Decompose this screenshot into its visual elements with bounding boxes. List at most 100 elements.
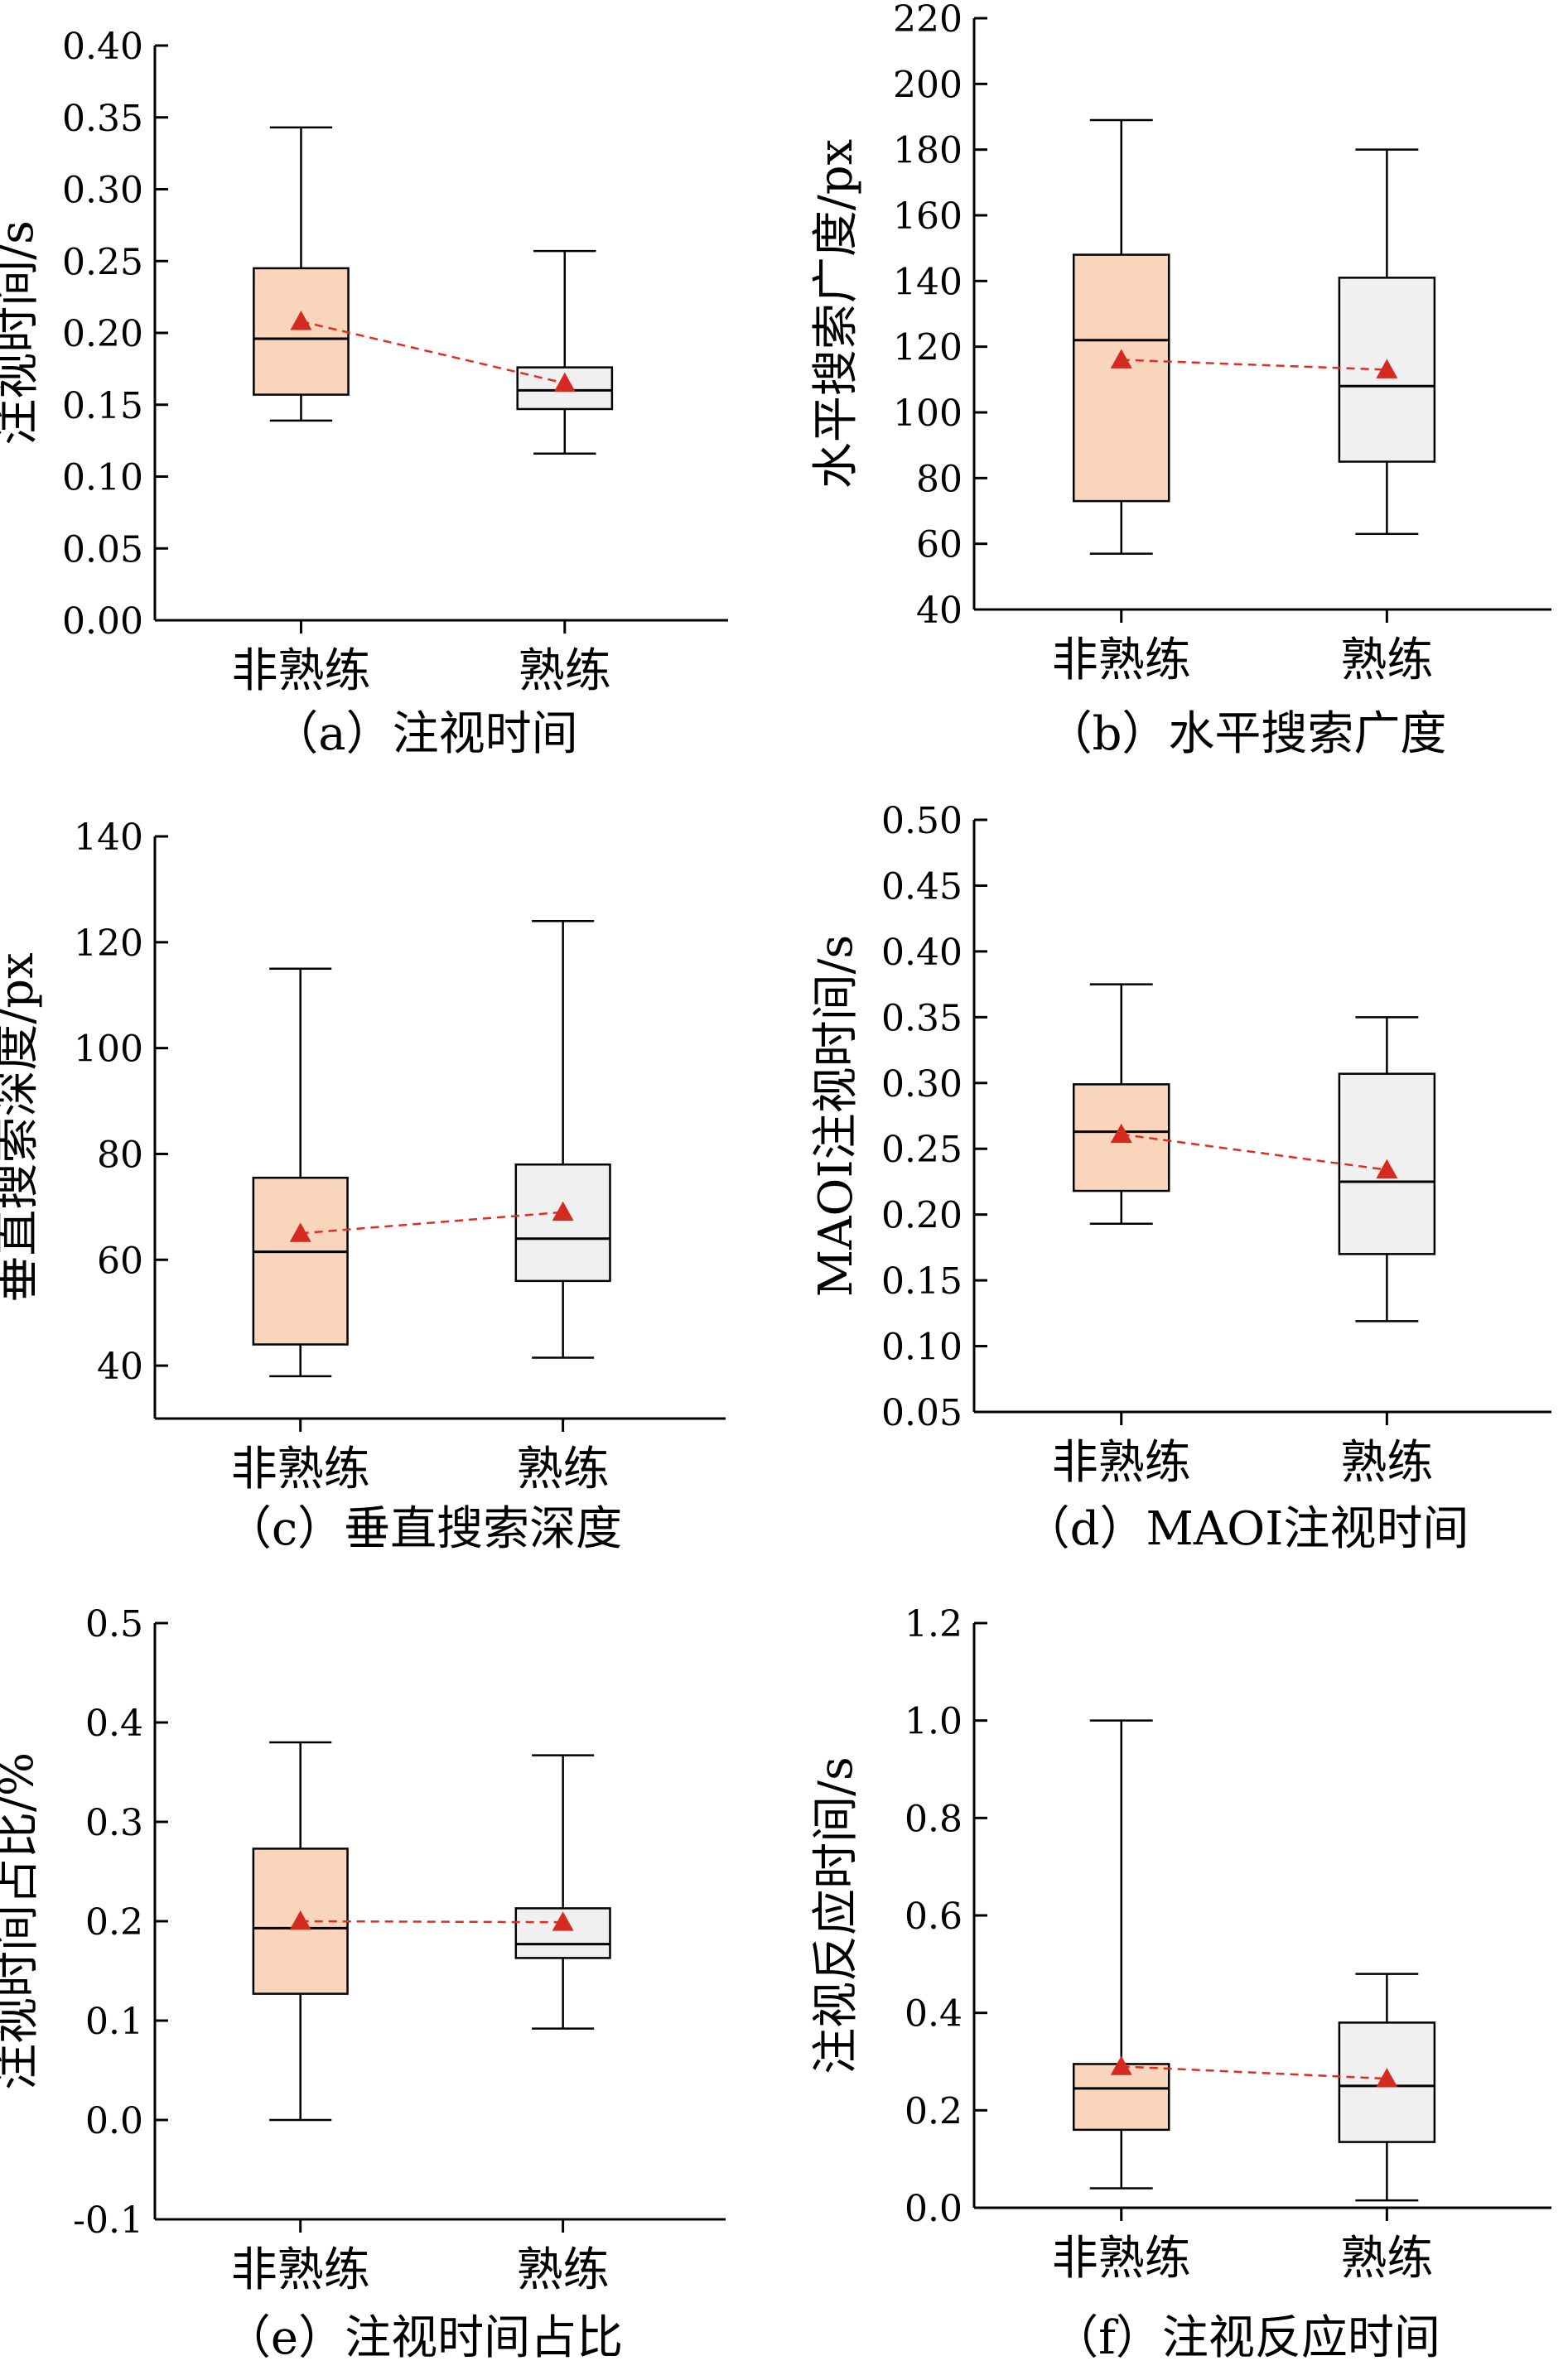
chart-panel-a: 0.00 0.05 0.10 0.15 0.20 0.25 0.30 0.35 0.40 非熟练 熟… [0, 26, 728, 761]
y-tick-label: 200 [893, 64, 963, 106]
x-tick-label: 熟练 [1340, 1436, 1433, 1490]
box-nonskilled [1072, 1719, 1170, 2190]
panel-caption: （d）MAOI注视时间 [1024, 1502, 1469, 1556]
y-tick-label: 220 [893, 0, 963, 41]
y-axis-label: 注视反应时间/s [809, 1756, 863, 2074]
mean-connector-line [1121, 1133, 1387, 1171]
box-iqr [253, 267, 350, 396]
mean-connector-line [1121, 359, 1387, 371]
y-axis-label: 注视时间/s [0, 220, 44, 446]
box-nonskilled [252, 1741, 349, 2122]
chart-panel-e: -0.1 0.0 0.1 0.2 0.3 0.4 0.5 非熟练 熟练 注视时间占比/% （e）注视… [0, 1603, 726, 2365]
y-tick-label: 0.40 [62, 26, 143, 68]
x-tick-label: 非熟练 [231, 2243, 370, 2297]
y-tick-label: 0.25 [62, 241, 143, 283]
y-tick-label: 0.15 [881, 1260, 963, 1303]
mean-marker [289, 1910, 311, 1930]
y-tick-label: 0.40 [881, 932, 963, 974]
y-tick-label: 0.0 [905, 2188, 963, 2230]
y-axis-label: MAOI注视时间/s [809, 935, 863, 1297]
y-tick-label: 160 [893, 195, 963, 238]
chart-panel-d: 0.05 0.10 0.15 0.20 0.25 0.30 0.35 0.40 0.45 0.50… [809, 800, 1551, 1556]
y-tick-label: 100 [893, 393, 963, 435]
y-tick-label: 1.0 [905, 1701, 963, 1743]
panel-caption: （b）水平搜索广度 [1046, 707, 1447, 761]
box-skilled [514, 920, 611, 1359]
box-iqr [1072, 253, 1170, 503]
y-tick-label: -0.1 [73, 2199, 143, 2242]
y-tick-label: 140 [893, 261, 963, 303]
x-tick-label: 非熟练 [1052, 634, 1191, 687]
y-tick-label: 0.35 [881, 997, 963, 1039]
y-tick-label: 0.6 [905, 1896, 963, 1938]
y-tick-label: 0.0 [85, 2100, 143, 2142]
box-skilled [514, 1754, 611, 2030]
x-tick-label: 熟练 [519, 644, 611, 698]
y-tick-label: 0.5 [85, 1603, 143, 1645]
chart-panel-f: 0.0 0.2 0.4 0.6 0.8 1.0 1.2 非熟练 熟练 注视反应时间/s （f）注视反… [809, 1603, 1551, 2365]
y-tick-label: 0.2 [905, 2090, 963, 2132]
y-tick-label: 0.10 [881, 1327, 963, 1369]
mean-marker [1110, 1123, 1132, 1144]
mean-marker [1376, 1159, 1398, 1179]
box-nonskilled [1072, 983, 1170, 1226]
mean-marker [1376, 359, 1398, 378]
y-tick-label: 1.2 [905, 1603, 963, 1645]
y-tick-label: 0.05 [881, 1392, 963, 1434]
y-tick-label: 0.2 [85, 1901, 143, 1944]
y-tick-label: 0.1 [85, 2001, 143, 2043]
mean-marker [290, 311, 312, 330]
y-tick-label: 0.50 [881, 800, 963, 842]
x-tick-label: 非熟练 [1052, 2232, 1191, 2286]
mean-marker [552, 1201, 574, 1221]
mean-marker [552, 1911, 574, 1931]
box-iqr [514, 1163, 611, 1283]
y-axis-label: 水平搜索广度/px [809, 139, 863, 489]
y-tick-label: 0.05 [62, 528, 143, 571]
box-nonskilled [1072, 118, 1170, 555]
x-tick-label: 熟练 [517, 1443, 610, 1496]
y-tick-label: 0.25 [881, 1129, 963, 1171]
x-tick-label: 非熟练 [1052, 1436, 1191, 1490]
x-tick-label: 熟练 [1340, 634, 1433, 687]
mean-marker [553, 372, 576, 393]
panel-caption: （a）注视时间 [272, 707, 577, 761]
y-tick-label: 0.20 [62, 313, 143, 355]
y-tick-label: 60 [97, 1240, 143, 1282]
mean-marker [1110, 349, 1132, 369]
y-tick-label: 0.30 [881, 1063, 963, 1106]
x-tick-label: 非熟练 [231, 644, 370, 698]
y-tick-label: 0.8 [905, 1798, 963, 1840]
mean-marker [1376, 2068, 1398, 2088]
panel-caption: （c）垂直搜索深度 [225, 1502, 622, 1556]
y-axis-label: 垂直搜索深度/px [0, 952, 44, 1302]
y-tick-label: 0.20 [881, 1195, 963, 1237]
y-tick-label: 180 [893, 130, 963, 172]
box-skilled [1338, 148, 1436, 536]
y-tick-label: 0.10 [62, 457, 143, 499]
box-iqr [252, 1176, 349, 1346]
y-axis-label: 注视时间占比/% [0, 1752, 44, 2090]
y-tick-label: 100 [74, 1029, 143, 1071]
mean-connector-line [1121, 2065, 1387, 2080]
y-tick-label: 80 [97, 1134, 143, 1176]
chart-panel-b: 40 60 80 100 120 140 160 180 200 220 非熟练 熟练 水平搜索广度/p… [809, 0, 1551, 761]
box-nonskilled [252, 967, 349, 1378]
mean-connector-line [300, 1211, 563, 1235]
mean-connector-line [300, 1920, 563, 1924]
y-tick-label: 60 [916, 524, 963, 566]
y-tick-label: 140 [74, 817, 143, 859]
y-tick-label: 120 [893, 327, 963, 369]
mean-marker [1110, 2055, 1132, 2075]
y-tick-label: 0.4 [905, 1993, 963, 2036]
mean-marker [289, 1222, 311, 1242]
y-tick-label: 0.00 [62, 600, 143, 643]
mean-connector-line [301, 320, 566, 384]
y-tick-label: 80 [916, 458, 963, 500]
panel-caption: （f）注视反应时间 [1052, 2311, 1440, 2365]
y-tick-label: 0.45 [881, 865, 963, 908]
y-tick-label: 0.30 [62, 170, 143, 212]
y-tick-label: 0.35 [62, 98, 143, 140]
y-tick-label: 40 [97, 1346, 143, 1388]
